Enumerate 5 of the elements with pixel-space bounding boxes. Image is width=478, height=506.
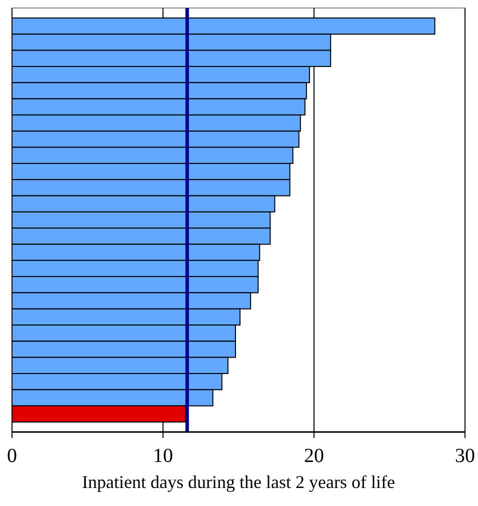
x-tick-label: 0: [7, 445, 17, 467]
x-tick-label: 10: [153, 445, 173, 467]
x-tick-label: 30: [455, 445, 475, 467]
x-axis-title: Inpatient days during the last 2 years of life: [82, 472, 395, 492]
x-tick-label: 20: [304, 445, 324, 467]
